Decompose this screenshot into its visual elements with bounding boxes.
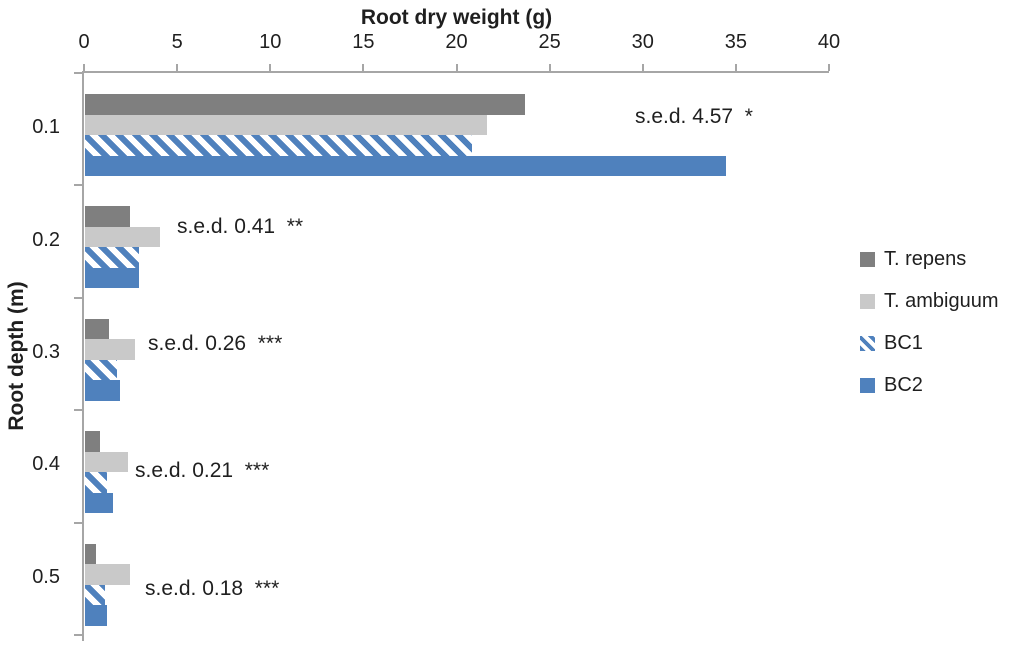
- bar-bc1-0.5: [85, 584, 106, 606]
- legend-label: T. repens: [884, 248, 967, 270]
- y-tick-mark: [74, 634, 82, 636]
- x-tick-mark: [455, 64, 458, 71]
- x-tick-mark: [83, 64, 85, 71]
- y-tick-mark: [74, 296, 82, 299]
- x-tick-label: 25: [538, 31, 561, 53]
- bar-bc2-0.4: [85, 492, 113, 514]
- y-tick-mark: [74, 184, 82, 187]
- bar-t-repens-0.2: [85, 206, 130, 227]
- y-tick-mark: [74, 521, 82, 524]
- x-tick-mark: [362, 64, 365, 71]
- sed-annotation: s.e.d. 0.21 ***: [135, 459, 270, 482]
- x-axis-line: [84, 71, 829, 73]
- bar-bc1-0.4: [85, 472, 108, 493]
- bar-t-repens-0.1: [85, 94, 525, 115]
- x-tick-label: 10: [259, 31, 282, 53]
- x-tick-mark: [176, 64, 179, 71]
- bar-t-repens-0.5: [85, 543, 97, 565]
- y-tick-mark: [74, 72, 82, 74]
- y-axis-line: [82, 71, 84, 641]
- y-category-label: 0.4: [32, 453, 60, 476]
- bar-t-repens-0.4: [85, 431, 100, 452]
- x-tick-label: 40: [817, 31, 841, 53]
- x-axis-title: Root dry weight (g): [360, 6, 553, 29]
- legend-item-t-repens: T. repens: [860, 248, 966, 271]
- legend-marker-icon: [860, 294, 875, 309]
- x-tick-mark: [734, 64, 737, 71]
- y-category-label: 0.5: [32, 565, 60, 588]
- sed-annotation: s.e.d. 4.57 *: [635, 105, 753, 128]
- legend-label: BC1: [884, 332, 923, 354]
- x-tick-mark: [548, 64, 551, 71]
- x-tick-mark: [641, 64, 644, 71]
- bar-bc2-0.5: [85, 605, 108, 626]
- sed-annotation: s.e.d. 0.41 **: [177, 215, 304, 238]
- y-category-label: 0.1: [32, 116, 60, 139]
- bar-bc2-0.1: [85, 155, 726, 176]
- legend-marker-icon: [860, 252, 875, 267]
- bar-t-ambiguum-0.3: [85, 339, 136, 360]
- bar-bc1-0.3: [85, 359, 117, 381]
- bar-t-ambiguum-0.4: [85, 451, 128, 473]
- bar-bc1-0.1: [85, 135, 473, 156]
- bar-t-ambiguum-0.1: [85, 114, 488, 135]
- sed-annotation: s.e.d. 0.18 ***: [145, 577, 280, 600]
- legend-marker-icon: [860, 378, 875, 393]
- bar-t-ambiguum-0.5: [85, 564, 130, 585]
- legend-label: BC2: [884, 374, 923, 396]
- bar-t-ambiguum-0.2: [85, 226, 160, 248]
- x-tick-label: 5: [171, 31, 183, 53]
- y-category-label: 0.2: [32, 228, 60, 251]
- bar-t-repens-0.3: [85, 318, 110, 340]
- x-tick-mark: [828, 64, 830, 71]
- x-tick-label: 15: [352, 31, 375, 53]
- x-tick-mark: [269, 64, 272, 71]
- y-tick-mark: [74, 409, 82, 412]
- x-tick-label: 20: [445, 31, 468, 53]
- bar-bc1-0.2: [85, 247, 139, 268]
- legend-item-t-ambiguum: T. ambiguum: [860, 290, 999, 313]
- bar-bc2-0.3: [85, 380, 121, 401]
- x-tick-label: 0: [78, 31, 90, 53]
- x-tick-label: 35: [724, 31, 747, 53]
- x-tick-label: 30: [631, 31, 654, 53]
- legend-item-bc2: BC2: [860, 374, 923, 397]
- y-category-label: 0.3: [32, 341, 60, 363]
- legend-marker-icon: [860, 336, 875, 351]
- legend-item-bc1: BC1: [860, 332, 923, 355]
- bar-bc2-0.2: [85, 267, 139, 289]
- sed-annotation: s.e.d. 0.26 ***: [148, 332, 283, 355]
- legend-label: T. ambiguum: [884, 290, 999, 312]
